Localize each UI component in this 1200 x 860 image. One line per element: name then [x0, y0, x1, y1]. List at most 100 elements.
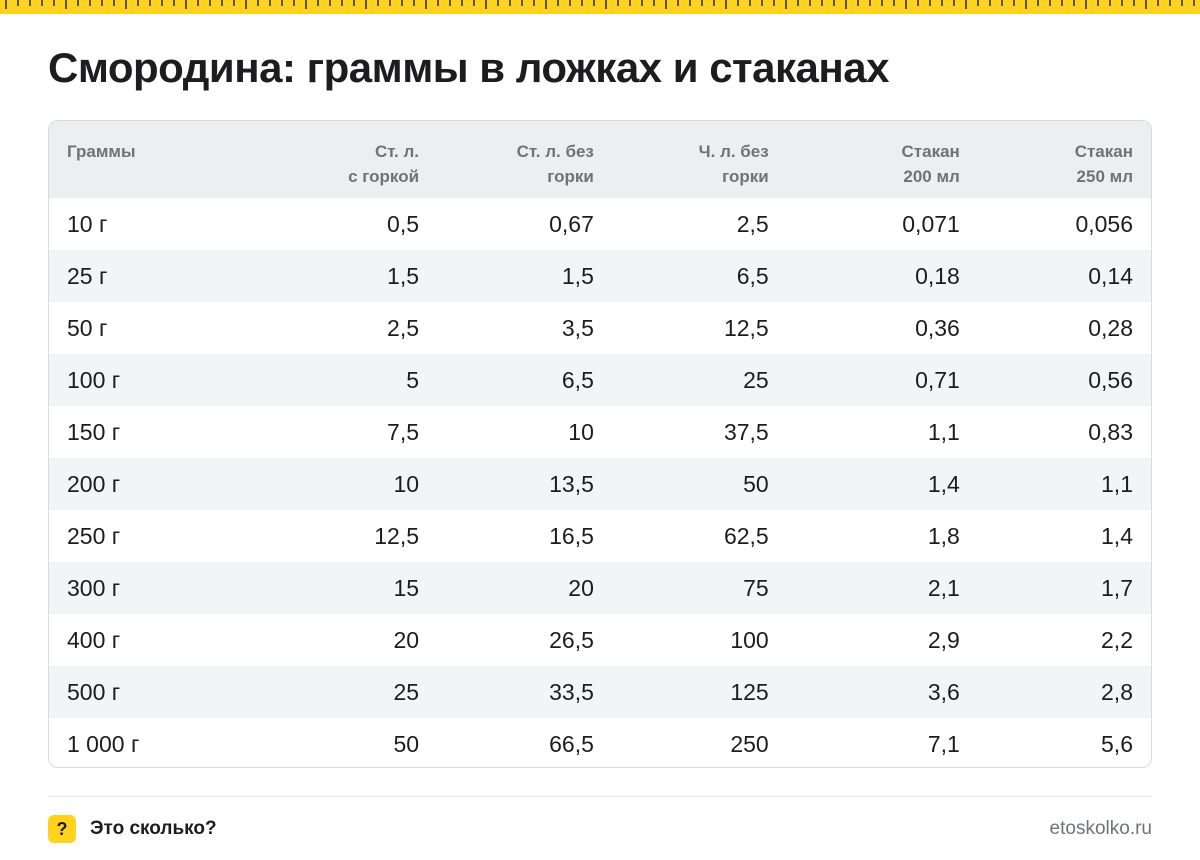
- table-row: 300 г 15 20 75 2,1 1,7: [49, 562, 1151, 614]
- value-cell: 2,9: [927, 626, 960, 653]
- value-cell: 10: [568, 418, 594, 445]
- value-cell: 2,2: [1101, 626, 1133, 653]
- table-row: 25 г 1,5 1,5 6,5 0,18 0,14: [49, 250, 1151, 302]
- value-cell: 26,5: [549, 626, 594, 653]
- column-header-line: Ст. л.: [374, 142, 420, 161]
- value-cell: 1,5: [387, 262, 420, 289]
- value-cell: 1,1: [1101, 470, 1133, 497]
- column-header-line: Ст. л. без: [516, 142, 594, 161]
- value-cell: 0,056: [1075, 210, 1133, 237]
- value-cell: 0,56: [1088, 366, 1133, 393]
- footer-divider: [48, 796, 1152, 797]
- value-cell: 1,4: [927, 470, 960, 497]
- value-cell: 1,4: [1101, 522, 1133, 549]
- table-row: 50 г 2,5 3,5 12,5 0,36 0,28: [49, 302, 1151, 354]
- column-header-line: 250 мл: [1076, 167, 1133, 186]
- table-row: 10 г 0,5 0,67 2,5 0,071 0,056: [49, 198, 1151, 250]
- column-header: Ст. л. с горкой: [252, 121, 419, 198]
- value-cell: 1,8: [927, 522, 960, 549]
- ruler-decoration: [0, 0, 1200, 14]
- table-row: 100 г 5 6,5 25 0,71 0,56: [49, 354, 1151, 406]
- value-cell: 20: [568, 574, 594, 601]
- table-row: 200 г 10 13,5 50 1,4 1,1: [49, 458, 1151, 510]
- column-header-line: 200 мл: [903, 167, 960, 186]
- grams-cell: 300 г: [67, 574, 121, 601]
- value-cell: 62,5: [723, 522, 769, 549]
- column-header-line: с горкой: [348, 167, 420, 186]
- column-header: Ч. л. без горки: [594, 121, 769, 198]
- column-header-line: горки: [547, 167, 594, 186]
- table-row: 250 г 12,5 16,5 62,5 1,8 1,4: [49, 510, 1151, 562]
- grams-cell: 100 г: [67, 366, 121, 393]
- value-cell: 12,5: [374, 522, 420, 549]
- value-cell: 16,5: [549, 522, 594, 549]
- column-header: Стакан 200 мл: [769, 121, 960, 198]
- value-cell: 0,14: [1088, 262, 1133, 289]
- value-cell: 50: [393, 730, 420, 757]
- grams-cell: 150 г: [67, 418, 121, 445]
- value-cell: 50: [743, 470, 769, 497]
- column-header-line: Стакан: [901, 142, 960, 161]
- value-cell: 6,5: [561, 366, 594, 393]
- value-cell: 13,5: [549, 470, 594, 497]
- value-cell: 1,5: [561, 262, 594, 289]
- column-header-line: горки: [722, 167, 769, 186]
- column-header: Ст. л. без горки: [419, 121, 594, 198]
- value-cell: 7,5: [387, 418, 420, 445]
- column-header: Граммы: [49, 121, 252, 198]
- value-cell: 37,5: [723, 418, 769, 445]
- table-row: 400 г 20 26,5 100 2,9 2,2: [49, 614, 1151, 666]
- value-cell: 3,5: [561, 314, 594, 341]
- value-cell: 0,83: [1088, 418, 1133, 445]
- value-cell: 250: [730, 730, 769, 757]
- grams-cell: 400 г: [67, 626, 121, 653]
- question-mark-icon: ?: [48, 815, 76, 843]
- grams-cell: 200 г: [67, 470, 121, 497]
- table-row: 500 г 25 33,5 125 3,6 2,8: [49, 666, 1151, 718]
- value-cell: 75: [743, 574, 769, 601]
- value-cell: 33,5: [549, 678, 594, 705]
- value-cell: 3,6: [927, 678, 960, 705]
- value-cell: 5,6: [1101, 730, 1133, 757]
- site-url[interactable]: etoskolko.ru: [1049, 818, 1152, 839]
- value-cell: 2,5: [736, 210, 769, 237]
- value-cell: 1,7: [1101, 574, 1133, 601]
- table-row: 1 000 г 50 66,5 250 7,1 5,6: [49, 718, 1151, 767]
- value-cell: 100: [730, 626, 769, 653]
- column-header-line: Граммы: [67, 142, 136, 161]
- value-cell: 1,1: [927, 418, 960, 445]
- value-cell: 0,36: [915, 314, 960, 341]
- value-cell: 0,67: [549, 210, 594, 237]
- table-body: 10 г 0,5 0,67 2,5 0,071 0,056 25 г 1,5 1,5 6,5 0,1…: [49, 198, 1151, 767]
- column-header: Стакан 250 мл: [960, 121, 1151, 198]
- value-cell: 125: [730, 678, 769, 705]
- grams-cell: 10 г: [67, 210, 108, 237]
- value-cell: 7,1: [927, 730, 960, 757]
- value-cell: 25: [743, 366, 769, 393]
- value-cell: 0,071: [902, 210, 960, 237]
- value-cell: 5: [406, 366, 420, 393]
- value-cell: 2,8: [1101, 678, 1133, 705]
- brand-name: Это сколько?: [90, 818, 217, 839]
- column-header-line: Стакан: [1074, 142, 1133, 161]
- grams-cell: 50 г: [67, 314, 108, 341]
- value-cell: 2,5: [387, 314, 420, 341]
- value-cell: 0,5: [387, 210, 420, 237]
- table-header-row: Граммы Ст. л. с горкой Ст. л. без горки Ч. л.…: [49, 121, 1151, 198]
- table-row: 150 г 7,5 10 37,5 1,1 0,83: [49, 406, 1151, 458]
- value-cell: 10: [393, 470, 420, 497]
- grams-cell: 500 г: [67, 678, 121, 705]
- conversion-table: Граммы Ст. л. с горкой Ст. л. без горки Ч. л.…: [48, 120, 1152, 768]
- value-cell: 66,5: [549, 730, 594, 757]
- grams-cell: 25 г: [67, 262, 108, 289]
- value-cell: 0,71: [915, 366, 960, 393]
- value-cell: 20: [393, 626, 420, 653]
- value-cell: 2,1: [927, 574, 960, 601]
- value-cell: 0,28: [1088, 314, 1133, 341]
- value-cell: 15: [393, 574, 420, 601]
- page-title: Смородина: граммы в ложках и стаканах: [48, 44, 889, 91]
- column-header-line: Ч. л. без: [698, 142, 769, 161]
- grams-cell: 1 000 г: [67, 730, 140, 757]
- value-cell: 25: [393, 678, 420, 705]
- grams-cell: 250 г: [67, 522, 121, 549]
